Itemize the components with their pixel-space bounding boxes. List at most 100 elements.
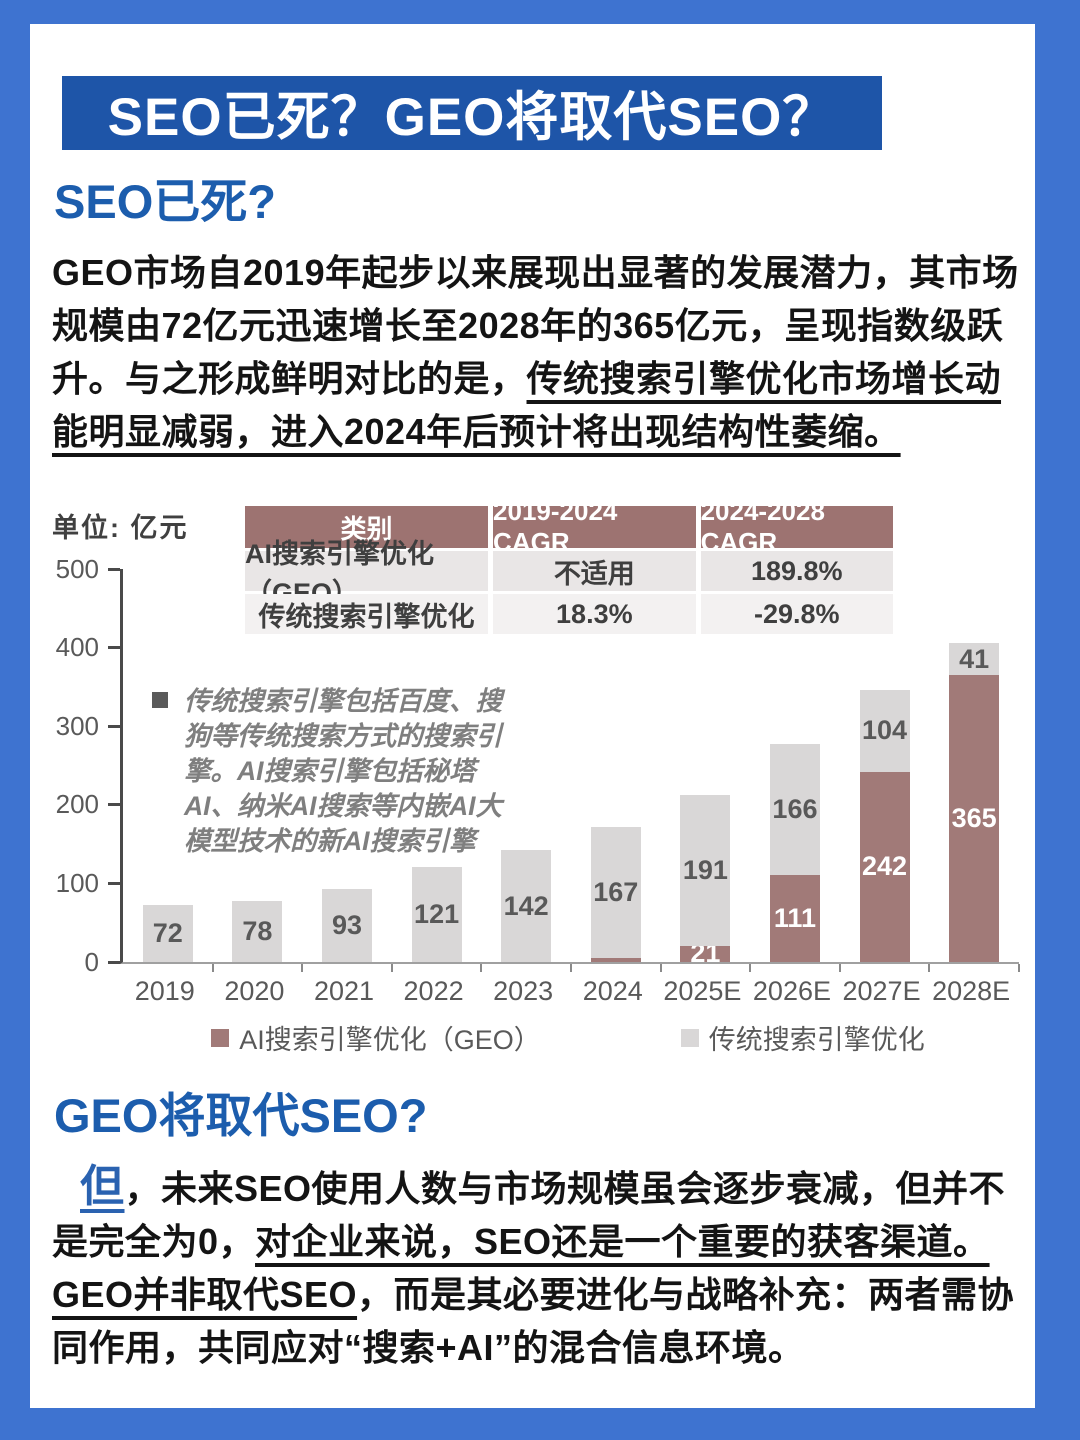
x-axis-tick — [749, 964, 752, 972]
bar-column-2019: 72 — [123, 569, 213, 962]
y-axis-tick: 100 — [42, 868, 120, 898]
cagr-table: 类别 2019-2024 CAGR 2024-2028 CAGR AI搜索引擎优化（G… — [245, 496, 893, 634]
bar-value-label: 104 — [862, 715, 908, 746]
x-axis-label: 2026E — [752, 976, 831, 1006]
paragraph-seo-dead: GEO市场自2019年起步以来展现出显著的发展潜力，其市场规模由72亿元迅速增长… — [52, 246, 1020, 458]
banner-title: SEO已死？GEO将取代SEO？ — [107, 88, 837, 147]
table-header-cell: 2024-2028 CAGR — [700, 496, 893, 557]
bar-value-label: 78 — [242, 915, 273, 946]
table-cell: 189.8% — [700, 551, 893, 591]
y-axis-tick: 500 — [42, 554, 120, 584]
x-axis-label: 2025E — [663, 976, 742, 1006]
chart-legend: AI搜索引擎优化（GEO） 传统搜索引擎优化 — [120, 1018, 1016, 1057]
paragraph-seo-dead-text: GEO市场自2019年起步以来展现出显著的发展潜力，其市场规模由72亿元迅速增长… — [52, 252, 1019, 399]
paragraph-seo-dead-underlined: 传统搜索引擎优化市场增长动能明显减弱，进入2024年后预计将出现结构性萎缩。 — [52, 358, 1002, 452]
bar-segment: 142 — [501, 850, 552, 962]
x-axis-label: 2022 — [403, 976, 464, 1006]
y-axis-tick: 200 — [42, 789, 120, 819]
bar-value-label: 242 — [862, 851, 908, 882]
table-cell: 传统搜索引擎优化 — [245, 594, 489, 634]
title-banner: SEO已死？GEO将取代SEO？ — [62, 76, 882, 150]
bar-segment: 121 — [411, 866, 462, 962]
bar-column-2026E: 111 166 — [750, 569, 840, 962]
y-axis-tick: 400 — [42, 632, 120, 662]
paragraph-lead-char: 但 — [80, 1162, 125, 1211]
bar-column-2027E: 242 104 — [840, 569, 930, 962]
legend-swatch-icon — [680, 1028, 699, 1047]
bar-column-2024: 167 — [571, 569, 661, 962]
x-axis-tick — [211, 964, 214, 972]
paragraph-geo-replace-bold-underlined: GEO并非取代SEO — [52, 1274, 358, 1315]
table-cell: 不适用 — [493, 551, 696, 591]
bar-segment: 41 — [949, 642, 1000, 676]
bar-segment — [590, 958, 641, 962]
x-axis-tick — [480, 964, 483, 972]
paragraph-geo-replace-underlined-1: 对企业来说，SEO还是一个重要的获客渠道。 — [255, 1221, 990, 1262]
bar-value-label: 72 — [152, 918, 183, 949]
x-axis-label: 2021 — [313, 976, 375, 1006]
section-heading-geo-replace: GEO将取代SEO? — [54, 1089, 428, 1142]
bar-segment: 167 — [590, 826, 641, 959]
section-heading-seo-dead: SEO已死? — [54, 175, 276, 228]
bar-value-label: 365 — [951, 803, 997, 834]
x-axis-label: 2023 — [493, 976, 554, 1006]
y-axis-tick: 0 — [42, 947, 120, 977]
bar-segment: 111 — [769, 874, 820, 962]
bar-column-2028E: 365 41 — [929, 569, 1019, 962]
bar-value-label: 93 — [331, 909, 362, 940]
bar-value-label: 142 — [503, 890, 549, 921]
note-bullet-icon — [152, 692, 168, 708]
bar-value-label: 167 — [593, 876, 639, 907]
bar-value-label: 121 — [414, 898, 460, 929]
bar-column-2021: 93 — [302, 569, 392, 962]
bar-value-label: 111 — [773, 902, 816, 933]
legend-item: 传统搜索引擎优化 — [680, 1018, 925, 1057]
table-cell: 18.3% — [493, 594, 696, 634]
bar-column-2022: 121 — [392, 569, 482, 962]
bar-value-label: 191 — [682, 854, 728, 885]
bar-segment: 365 — [949, 675, 1000, 962]
legend-item: AI搜索引擎优化（GEO） — [211, 1018, 541, 1057]
bar-value-label: 41 — [959, 643, 990, 674]
table-header-cell: 2019-2024 CAGR — [493, 496, 696, 557]
bar-segment: 242 — [859, 771, 910, 962]
bar-segment: 93 — [321, 888, 372, 962]
x-axis-label: 2027E — [842, 976, 921, 1006]
x-axis-label: 2024 — [582, 976, 643, 1006]
x-axis-tick — [1018, 964, 1020, 972]
x-axis-tick — [301, 964, 304, 972]
bar-plot: 0 100 200 300 400 500 72 78 93 121 142 167 21 191 111… — [56, 554, 1020, 977]
x-axis-label: 2019 — [134, 976, 195, 1006]
paragraph-geo-replace-text-1: ，未来SEO使用人数与市场规模虽会逐步衰减，但并不是完全为0， — [52, 1168, 1006, 1262]
chart-note-text: 传统搜索引擎包括百度、搜狗等传统搜索方式的搜索引擎。AI搜索引擎包括秘塔AI、纳… — [184, 686, 502, 856]
bar-segment: 78 — [232, 900, 283, 962]
bar-column-2025E: 21 191 — [661, 569, 751, 967]
y-axis-tick: 300 — [42, 711, 120, 741]
bar-column-2023: 142 — [481, 569, 571, 962]
x-axis-labels: 2019 2020 2021 2022 2023 2024 2025E 2026E 2027E 2… — [120, 976, 1016, 1007]
bar-segment: 104 — [859, 690, 910, 772]
paragraph-geo-replace-text-2: ，而是其必要进化与战略补充：两者需协同作用，共同应对“搜索+AI”的混合信息环境… — [52, 1274, 1015, 1368]
x-axis-tick — [838, 964, 841, 972]
market-size-chart: 单位: 亿元 类别 2019-2024 CAGR 2024-2028 CAGR AI搜… — [52, 494, 1020, 1064]
chart-note: 传统搜索引擎包括百度、搜狗等传统搜索方式的搜索引擎。AI搜索引擎包括秘塔AI、纳… — [152, 684, 512, 859]
bar-column-2020: 78 — [213, 569, 303, 962]
table-header-cell: 类别 — [245, 506, 489, 548]
bars-area: 72 78 93 121 142 167 21 191 111 166 242 104 365 41 — [123, 569, 1019, 967]
legend-label: 传统搜索引擎优化 — [708, 1025, 925, 1055]
bar-segment: 72 — [142, 905, 193, 962]
x-axis-tick — [390, 964, 393, 972]
bar-segment: 191 — [680, 795, 731, 946]
x-axis-label: 2028E — [932, 976, 1011, 1006]
legend-label: AI搜索引擎优化（GEO） — [239, 1025, 541, 1055]
x-axis-label: 2020 — [224, 976, 285, 1006]
x-axis-tick — [928, 964, 931, 972]
x-axis-tick — [570, 964, 572, 972]
bar-segment: 21 — [680, 940, 731, 967]
legend-swatch-icon — [211, 1028, 230, 1047]
x-axis-tick — [659, 964, 662, 972]
content-card: SEO已死？GEO将取代SEO？ SEO已死? GEO市场自2019年起步以来展… — [30, 24, 1035, 1408]
bar-segment: 166 — [769, 744, 820, 875]
chart-unit-label: 单位: 亿元 — [52, 513, 189, 543]
bar-value-label: 166 — [772, 794, 818, 825]
